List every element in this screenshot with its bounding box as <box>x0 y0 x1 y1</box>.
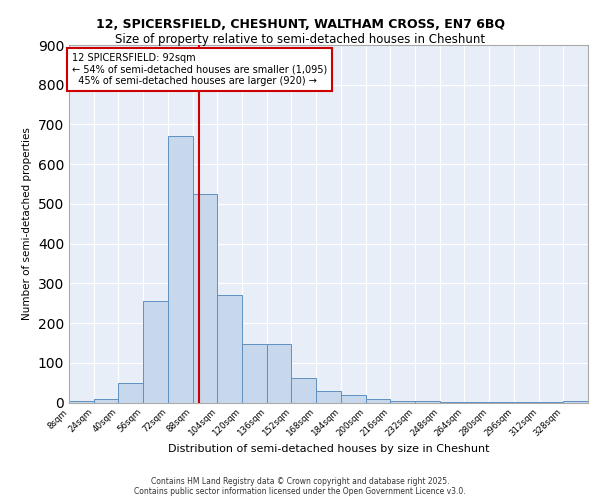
Text: 12, SPICERSFIELD, CHESHUNT, WALTHAM CROSS, EN7 6BQ: 12, SPICERSFIELD, CHESHUNT, WALTHAM CROS… <box>95 18 505 30</box>
Bar <box>316 392 341 402</box>
Bar <box>193 194 217 402</box>
Text: 12 SPICERSFIELD: 92sqm
← 54% of semi-detached houses are smaller (1,095)
  45% o: 12 SPICERSFIELD: 92sqm ← 54% of semi-det… <box>72 53 328 86</box>
Bar <box>118 382 143 402</box>
Bar <box>390 401 415 402</box>
Text: Contains HM Land Registry data © Crown copyright and database right 2025.
Contai: Contains HM Land Registry data © Crown c… <box>134 476 466 496</box>
Bar <box>341 396 365 402</box>
Bar <box>94 398 118 402</box>
Bar <box>69 400 94 402</box>
Bar <box>217 295 242 403</box>
Bar <box>143 301 168 402</box>
Y-axis label: Number of semi-detached properties: Number of semi-detached properties <box>22 128 32 320</box>
Bar <box>365 398 390 402</box>
X-axis label: Distribution of semi-detached houses by size in Cheshunt: Distribution of semi-detached houses by … <box>168 444 489 454</box>
Bar <box>292 378 316 402</box>
Text: Size of property relative to semi-detached houses in Cheshunt: Size of property relative to semi-detach… <box>115 32 485 46</box>
Bar <box>242 344 267 402</box>
Bar <box>267 344 292 402</box>
Bar <box>168 136 193 402</box>
